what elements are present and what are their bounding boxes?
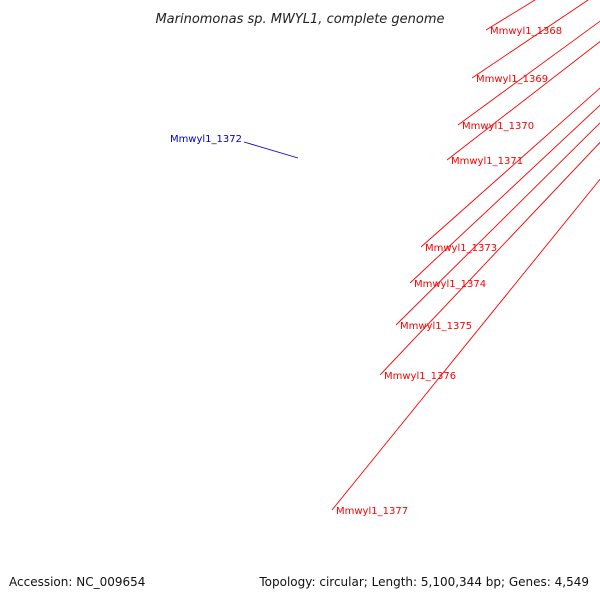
gene-label-connector xyxy=(457,20,600,126)
gene-label-connector xyxy=(446,40,600,161)
gene-label[interactable]: Mmwyl1_1373 xyxy=(425,243,497,254)
accession-text: Accession: NC_009654 xyxy=(9,575,145,589)
gene-label-connector xyxy=(395,122,600,326)
gene-label[interactable]: Mmwyl1_1377 xyxy=(336,506,408,517)
gene-label[interactable]: Mmwyl1_1368 xyxy=(490,26,562,37)
gene-label[interactable]: Mmwyl1_1369 xyxy=(476,74,548,85)
gene-label-connector xyxy=(331,178,600,511)
gene-label[interactable]: Mmwyl1_1371 xyxy=(451,156,523,167)
gene-label-connector xyxy=(420,87,600,248)
gene-label-connector xyxy=(243,141,299,159)
gene-label[interactable]: Mmwyl1_1375 xyxy=(400,321,472,332)
map-title: Marinomonas sp. MWYL1, complete genome xyxy=(155,12,444,27)
gene-label[interactable]: Mmwyl1_1370 xyxy=(462,121,534,132)
gene-label[interactable]: Mmwyl1_1372 xyxy=(170,134,242,145)
gene-label-connector xyxy=(379,141,600,376)
gene-labels: Mmwyl1_1368 Mmwyl1_1369 Mmwyl1_1370 Mmwyl1_… xyxy=(170,0,600,517)
gene-label[interactable]: Mmwyl1_1374 xyxy=(414,279,486,290)
gene-label-connector xyxy=(409,104,600,284)
topology-text: Topology: circular; Length: 5,100,344 bp… xyxy=(258,575,589,589)
gene-label-connector xyxy=(471,0,589,79)
gene-label[interactable]: Mmwyl1_1376 xyxy=(384,371,456,382)
